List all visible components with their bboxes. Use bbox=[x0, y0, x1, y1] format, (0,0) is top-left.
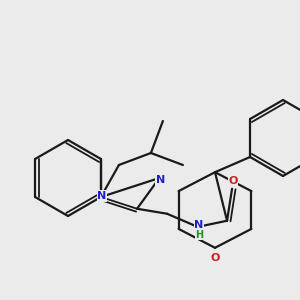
Text: N: N bbox=[156, 175, 165, 185]
Text: O: O bbox=[228, 176, 238, 186]
Text: O: O bbox=[210, 253, 220, 263]
Text: N: N bbox=[194, 220, 204, 230]
Text: N: N bbox=[97, 191, 106, 201]
Text: H: H bbox=[195, 230, 203, 240]
